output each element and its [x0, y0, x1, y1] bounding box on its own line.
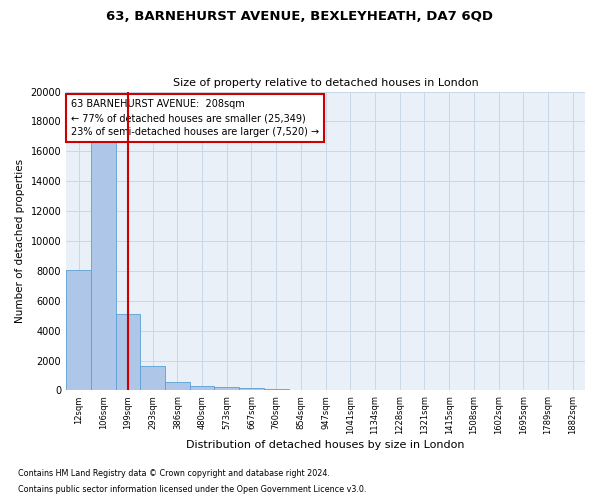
- Bar: [239, 388, 264, 390]
- X-axis label: Distribution of detached houses by size in London: Distribution of detached houses by size …: [187, 440, 465, 450]
- Title: Size of property relative to detached houses in London: Size of property relative to detached ho…: [173, 78, 478, 88]
- Bar: [264, 389, 289, 390]
- Text: 63, BARNEHURST AVENUE, BEXLEYHEATH, DA7 6QD: 63, BARNEHURST AVENUE, BEXLEYHEATH, DA7 …: [107, 10, 493, 23]
- Text: 63 BARNEHURST AVENUE:  208sqm
← 77% of detached houses are smaller (25,349)
23% : 63 BARNEHURST AVENUE: 208sqm ← 77% of de…: [71, 99, 319, 137]
- Bar: [165, 382, 190, 390]
- Bar: [140, 366, 165, 390]
- Y-axis label: Number of detached properties: Number of detached properties: [15, 159, 25, 323]
- Text: Contains public sector information licensed under the Open Government Licence v3: Contains public sector information licen…: [18, 484, 367, 494]
- Bar: [91, 140, 116, 390]
- Bar: [116, 314, 140, 390]
- Bar: [66, 270, 91, 390]
- Bar: [190, 386, 214, 390]
- Bar: [214, 388, 239, 390]
- Text: Contains HM Land Registry data © Crown copyright and database right 2024.: Contains HM Land Registry data © Crown c…: [18, 468, 330, 477]
